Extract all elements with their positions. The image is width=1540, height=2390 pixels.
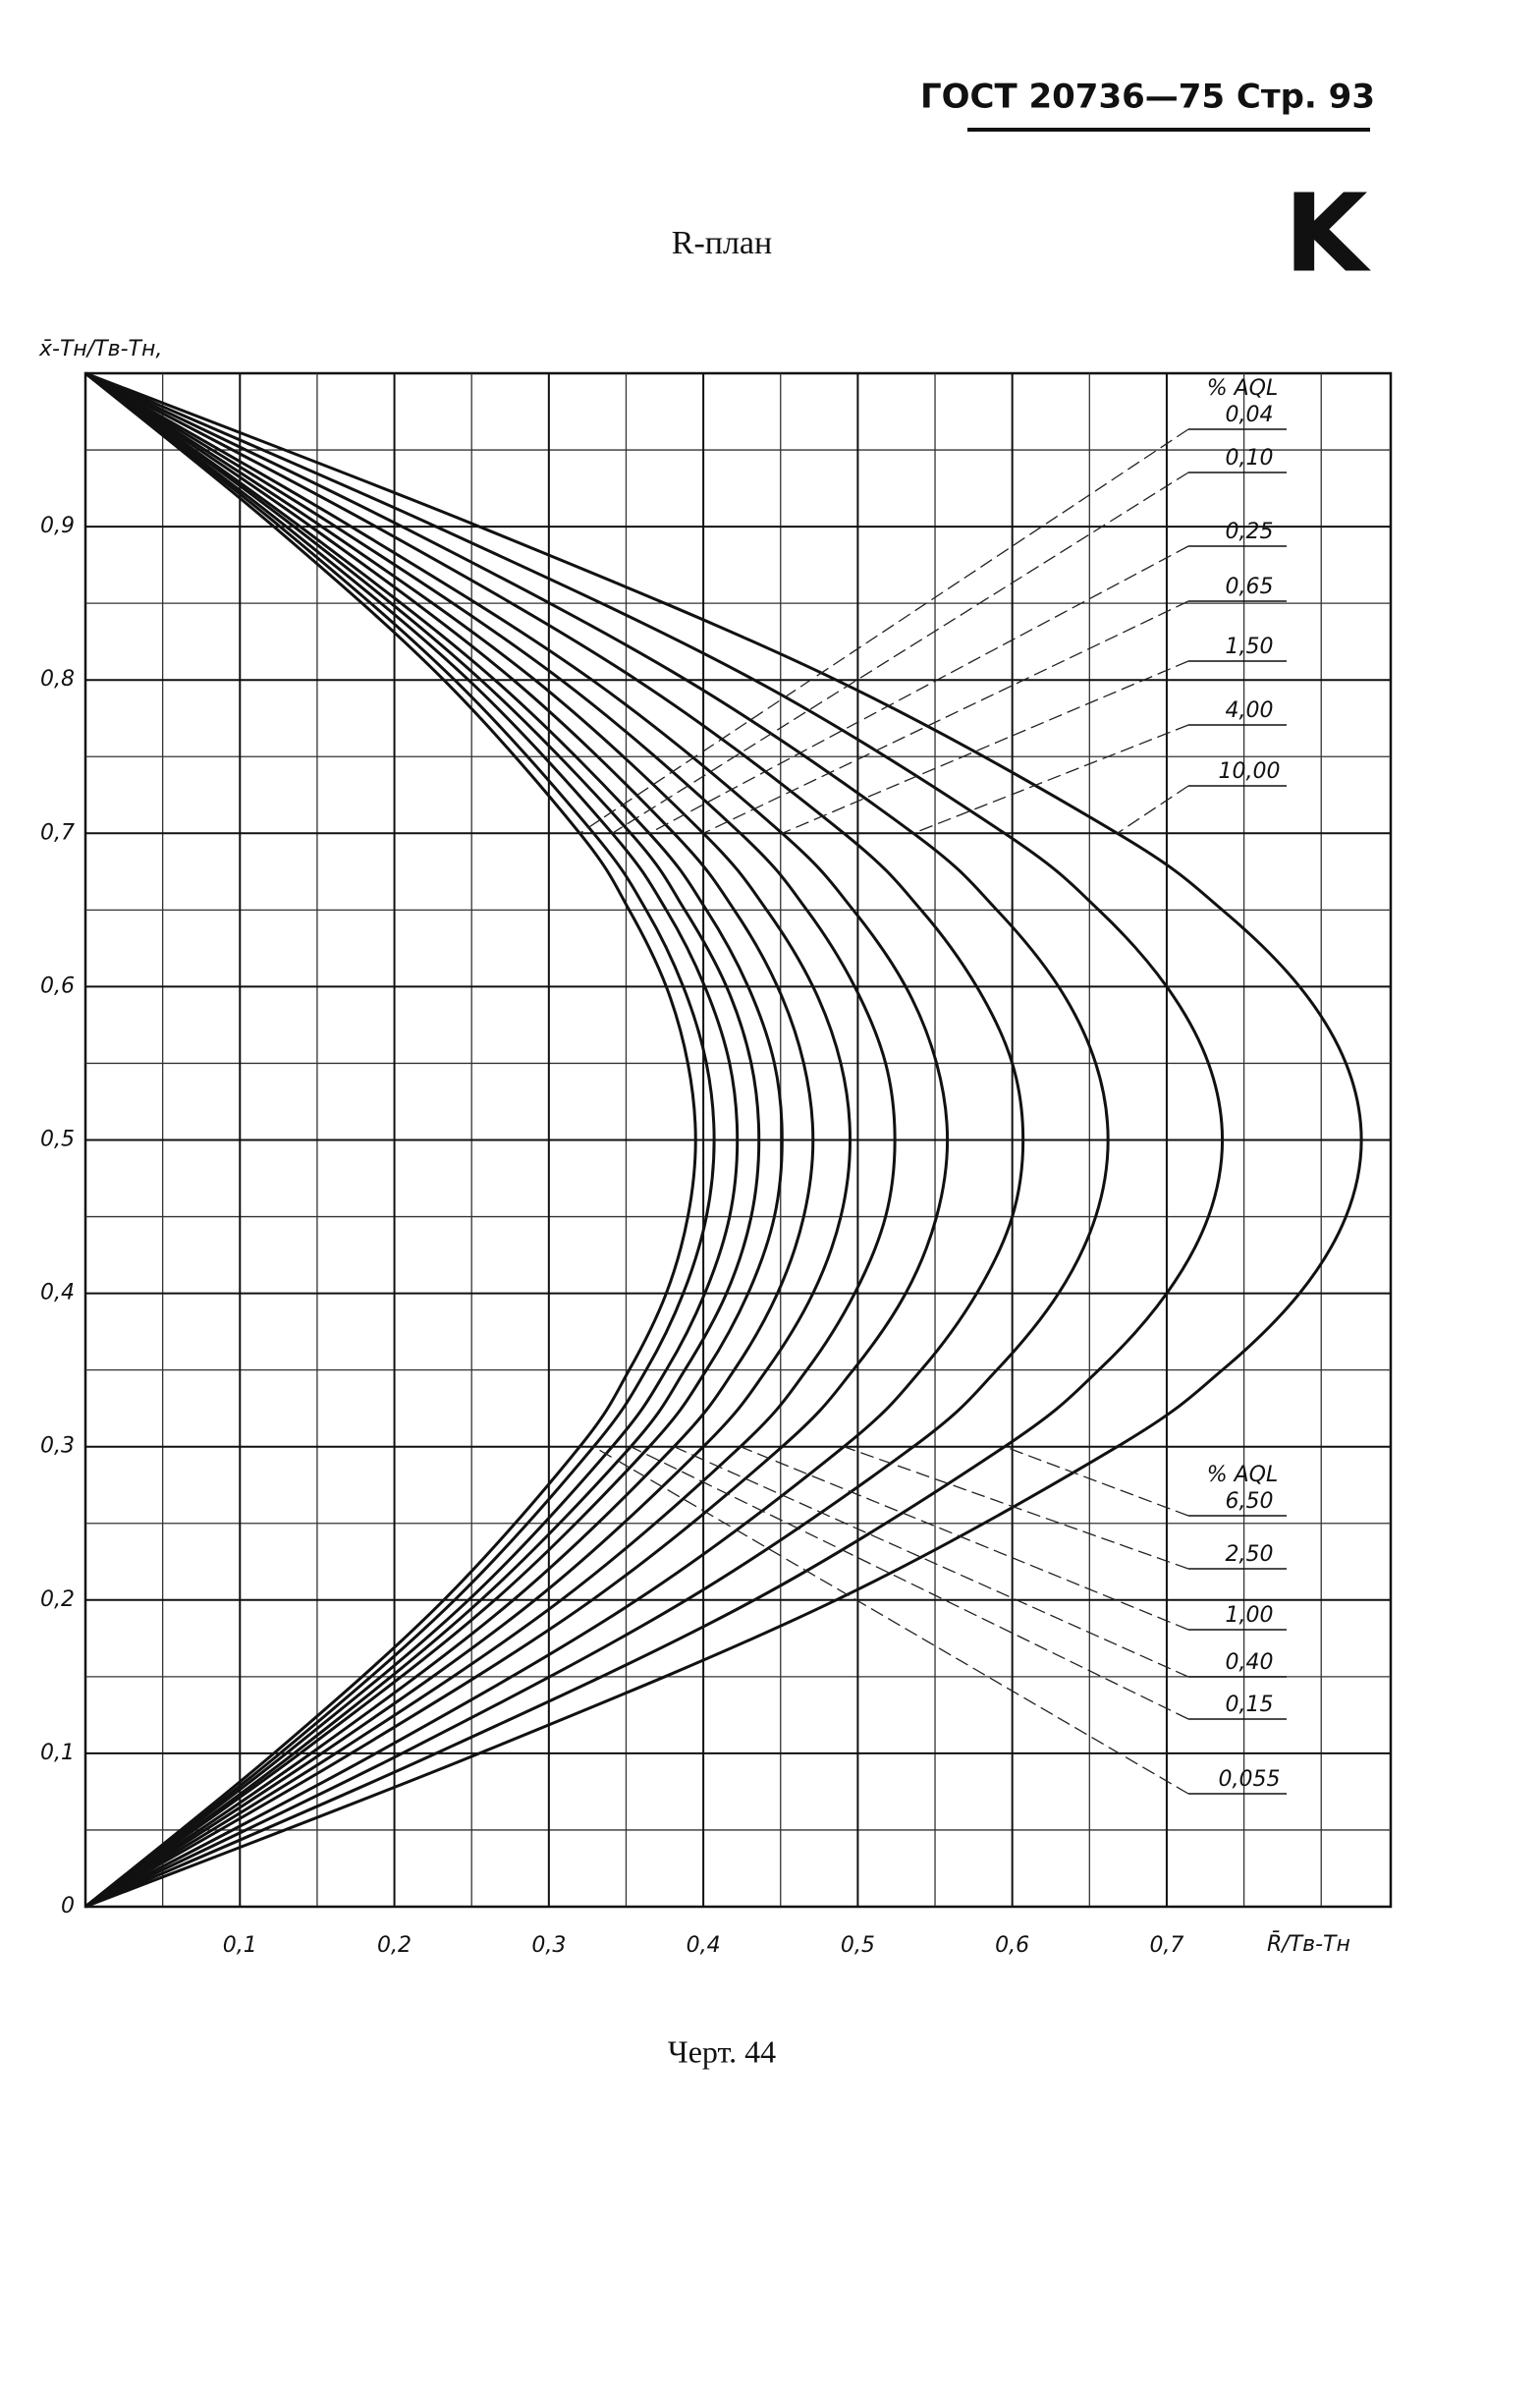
curve [84,371,950,1909]
y-tick-label: 0,6 [40,973,75,998]
curve [84,371,716,1909]
y-tick-label: 0,4 [40,1281,75,1306]
leader-line [1004,1446,1189,1517]
x-tick-label: 0,4 [687,1933,721,1958]
curve [84,371,697,1909]
y-tick-label: 0,9 [40,514,75,538]
y-axis-label: x̄-Тн/Тв-Тн, [38,337,162,361]
curve [84,371,740,1909]
x-tick-label: 0,5 [841,1933,875,1958]
x-tick-label: 0,2 [377,1933,412,1958]
legend-label: 0,04 [1226,403,1274,427]
legend-label: 0,65 [1226,575,1274,599]
legend-label: 0,055 [1219,1767,1281,1792]
leader-line [593,1446,1189,1795]
x-tick-label: 0,3 [531,1933,566,1958]
curve [84,371,761,1909]
leader-line [912,724,1189,834]
legend-label: 0,15 [1226,1693,1274,1717]
curve [84,371,1363,1909]
chart-title: R-план [672,225,772,261]
y-tick-label: 0,1 [40,1741,75,1765]
leader-line [648,545,1189,834]
leader-line [844,1446,1189,1570]
leader-line [782,660,1189,834]
legend-title: % AQL [1207,376,1279,401]
curve [84,371,784,1909]
curve [84,371,1110,1909]
leader-line [611,472,1189,834]
legend-label: 0,10 [1226,446,1274,471]
leader-line [1117,785,1189,834]
y-tick-label: 0,8 [40,667,75,692]
y-tick-label: 0,3 [40,1434,75,1459]
page-header: ГОСТ 20736—75 Стр. 93 [920,78,1375,117]
legend-label: 2,50 [1226,1542,1274,1567]
legend-label: 6,50 [1226,1489,1274,1514]
legend-label: 1,00 [1226,1603,1274,1628]
curve [84,371,1225,1909]
x-tick-label: 0,7 [1149,1933,1183,1958]
curve [84,371,1025,1909]
curve [84,371,897,1909]
x-axis-label: R̄/Тв-Тн [1267,1931,1350,1957]
leader-line [673,1446,1189,1678]
legend-label: 0,25 [1226,520,1274,544]
y-tick-label: 0,5 [40,1128,75,1152]
curve [84,371,852,1909]
leader-line [702,600,1189,834]
leader-line [578,428,1189,834]
legend-label: 1,50 [1226,635,1274,659]
legend-label: 0,40 [1226,1650,1274,1675]
x-tick-label: 0,1 [223,1933,257,1958]
legend-label: 4,00 [1226,698,1274,723]
y-tick-label: 0,2 [40,1587,75,1612]
section-mark: K [1284,170,1371,296]
curve [84,371,815,1909]
legend-label: 10,00 [1219,759,1281,784]
leader-line [740,1446,1189,1631]
x-tick-label: 0,6 [995,1933,1029,1958]
legend-title: % AQL [1207,1463,1279,1487]
y-tick-label: 0,7 [40,820,75,845]
figure-caption: Черт. 44 [668,2033,776,2069]
leader-line [630,1446,1189,1720]
y-tick-label: 0 [61,1894,75,1918]
